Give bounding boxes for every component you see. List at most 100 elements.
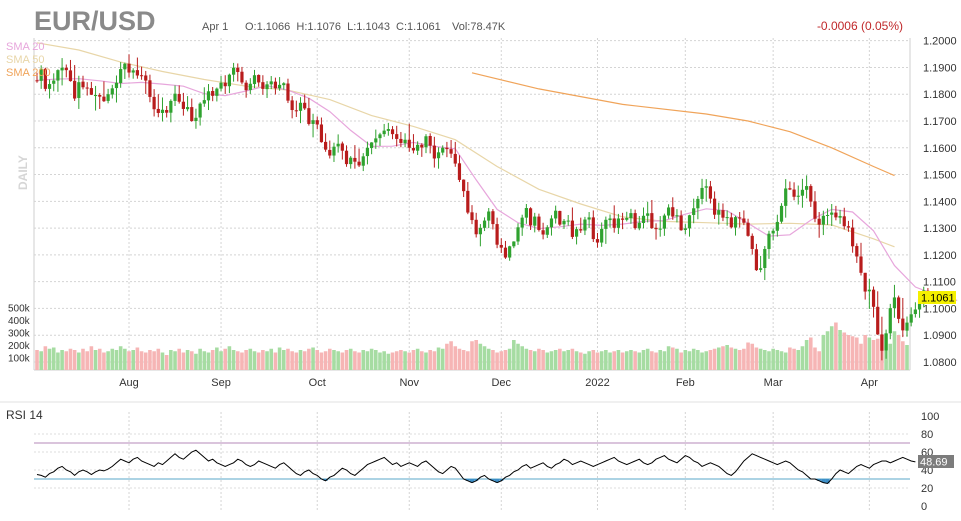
price-tick-label: 1.1200 [923,250,957,262]
volume-bar [449,341,453,370]
candle-body [512,241,516,247]
candle-body [152,96,156,110]
candle-body [608,218,612,221]
candle-body [666,207,671,216]
volume-bar [507,348,512,370]
volume-bar [658,350,663,370]
candle-body [390,129,395,135]
volume-bar [68,348,73,370]
candle-body [871,289,876,307]
volume-bar [855,337,859,370]
price-tick-label: 1.1600 [923,143,957,155]
candle-body [629,213,633,219]
volume-bar [85,351,89,370]
candle-body [73,80,77,99]
rsi-value-tag [918,455,954,468]
rsi-line [36,449,916,485]
candle-body [537,216,541,230]
volume-bar [123,348,127,370]
volume-bar [512,340,516,370]
candle-body [273,81,278,89]
candle-body [704,186,708,188]
volume-bar [641,350,646,370]
volume-bar [553,350,558,370]
volume-bar [503,350,508,370]
volume-bar [725,345,729,370]
ohlc-readout: O:1.1066 H:1.1076 L:1.1043 C:1.1061 [245,21,441,33]
candlesticks [35,54,930,361]
volume-bar [608,352,612,370]
time-tick-label: Feb [676,377,695,389]
volume-bar [152,351,156,370]
volume-bar [223,348,228,370]
volume-bars [35,322,909,370]
candle-body [269,81,273,85]
rsi-tick-label: 100 [921,411,939,423]
volume-bar [662,351,667,370]
candle-body [591,217,595,240]
volume-bar [670,347,675,370]
candle-body [876,306,880,335]
candle-body [474,219,478,235]
candle-body [729,217,733,228]
candle-body [763,248,767,268]
volume-bar [486,348,491,370]
price-tick-label: 1.1800 [923,89,957,101]
volume-bar [762,350,767,370]
candle-body [813,201,817,219]
volume-bar [51,347,56,370]
candle-body [257,74,261,83]
volume-bar [491,350,495,370]
volume-bar [202,351,207,370]
volume-bar [248,348,253,370]
volume-bar [93,350,98,370]
volume-bar [691,348,696,370]
volume-bar [189,351,194,370]
volume-bar [340,352,345,370]
candle-body [612,218,616,228]
last-price-label: 1.1061 [921,293,955,305]
volume-bar [281,350,286,370]
candle-body [332,146,336,156]
volume-bar [173,351,177,370]
volume-bar [72,350,77,370]
candle-body [420,144,424,148]
volume-bar [578,352,583,370]
candle-body [344,150,349,165]
candle-body [411,148,416,151]
volume-bar [39,351,43,370]
volume-bar [859,343,863,370]
volume-bar [775,350,780,370]
candle-body [503,247,508,258]
candle-body [177,93,181,102]
candle-body [303,102,307,109]
candle-body [570,220,574,237]
candle-body [549,218,554,228]
candle-body [324,141,328,150]
rsi-oversold-fill [465,479,470,481]
candle-body [679,215,683,231]
candle-body [298,102,303,111]
time-tick-label: Mar [764,377,783,389]
candle-body [499,244,503,248]
candle-body [855,246,859,257]
volume-bar [160,352,165,370]
candle-body [265,84,269,90]
candle-body [449,149,453,154]
volume-bar [796,350,801,370]
volume-bar [871,340,876,370]
volume-bar [813,347,817,370]
volume-bar [583,353,587,370]
candle-body [905,322,909,331]
volume-bar [302,351,307,370]
candle-body [487,211,491,221]
candle-body [328,149,332,156]
volume-bar [896,335,901,370]
candle-body [169,100,173,113]
volume-bar [273,352,278,370]
volume-bar [528,350,533,370]
candle-body [85,87,89,89]
candle-body [817,218,821,225]
candle-body [81,81,85,88]
volume-bar [81,348,85,370]
